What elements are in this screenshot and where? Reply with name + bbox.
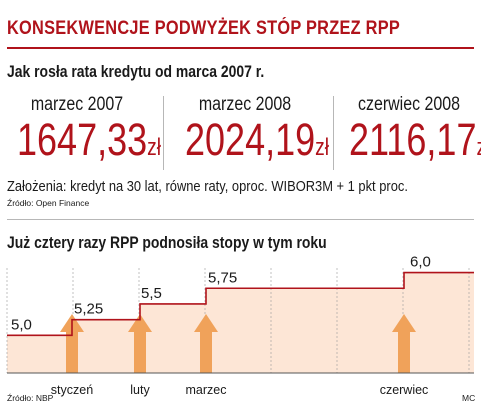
x-tick-label: marzec (186, 383, 227, 397)
loan-unit: zł (147, 134, 162, 161)
loan-unit: zł (315, 134, 330, 161)
rate-increase-arrow (60, 314, 84, 373)
page-title: KONSEKWENCJE PODWYŻEK STÓP PRZEZ RPP (7, 18, 401, 39)
loan-month: marzec 2008 (198, 94, 292, 115)
loan-source: Źródło: Open Finance (7, 198, 90, 208)
title-rule (7, 47, 474, 49)
loan-value: 1647,33zł (17, 116, 161, 163)
loan-unit: zł (476, 134, 481, 161)
x-tick-label: luty (130, 383, 150, 397)
author-credit: MC (462, 393, 476, 403)
loan-value: 2024,19zł (185, 116, 329, 163)
loan-amount: 2116,17 (349, 114, 477, 165)
assumptions-note: Założenia: kredyt na 30 lat, równe raty,… (7, 178, 408, 195)
loan-month: marzec 2007 (30, 94, 124, 115)
loan-amount: 2024,19 (185, 114, 316, 165)
rate-step-line (7, 271, 474, 337)
loan-column-2: marzec 2008 2024,19zł (170, 94, 329, 163)
loan-amount: 1647,33 (17, 114, 148, 165)
data-label: 5,5 (141, 285, 162, 302)
loan-subtitle: Jak rosła rata kredytu od marca 2007 r. (7, 62, 265, 81)
x-tick-label: czerwiec (380, 383, 429, 397)
data-label: 5,75 (208, 269, 237, 286)
rates-source: Źródło: NBP (7, 393, 54, 403)
rate-increase-arrow (392, 314, 416, 373)
loan-column-3: czerwiec 2008 2116,17zł (334, 94, 481, 163)
data-label: 5,0 (11, 316, 32, 333)
data-label: 6,0 (410, 254, 431, 271)
loan-month: czerwiec 2008 (357, 94, 461, 115)
rate-increase-arrow (128, 314, 152, 373)
loan-column-1: marzec 2007 1647,33zł (2, 94, 161, 163)
rates-subtitle: Już cztery razy RPP podnosiła stopy w ty… (7, 233, 327, 252)
section-divider (7, 219, 474, 220)
column-divider (333, 96, 334, 170)
rate-area-fill (7, 272, 474, 373)
data-label: 5,25 (74, 301, 103, 318)
loan-value: 2116,17zł (349, 116, 481, 163)
column-divider (163, 96, 164, 170)
rate-increase-arrow (194, 314, 218, 373)
x-tick-label: styczeń (51, 383, 93, 397)
